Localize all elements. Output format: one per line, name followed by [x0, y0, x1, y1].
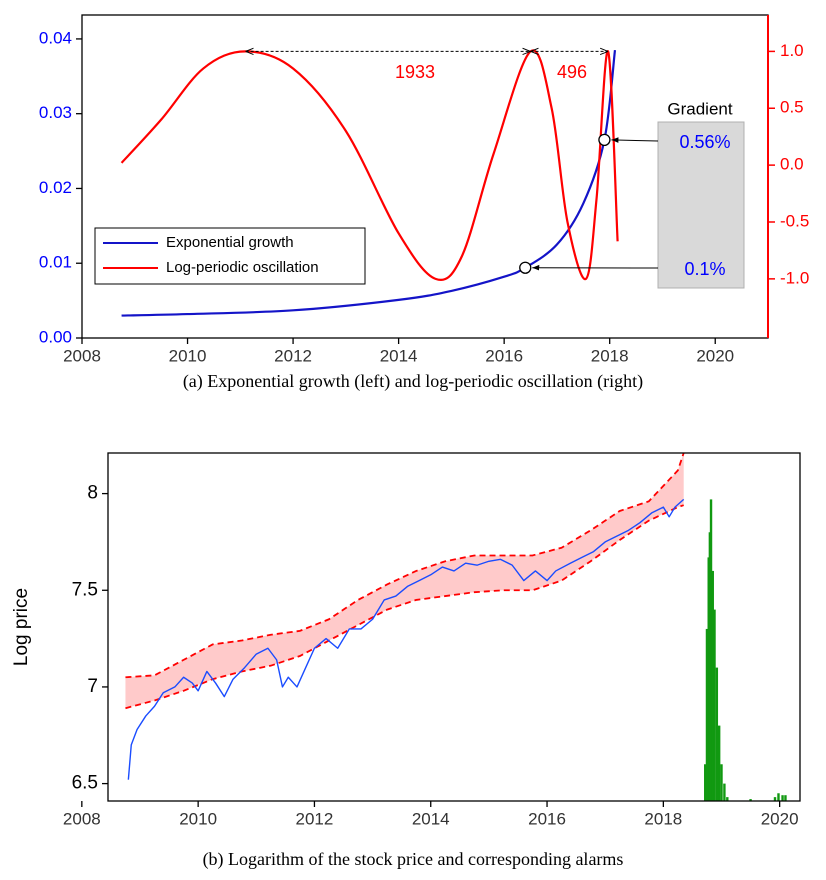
y-tick-label: 0.04: [39, 28, 72, 47]
alarm-bar: [705, 628, 709, 801]
y-axis-label: Log price: [11, 588, 32, 666]
x-tick-label: 2010: [169, 346, 207, 365]
gradient-box: [657, 121, 745, 289]
y-tick-label: 8: [87, 483, 98, 504]
x-tick-label: 2020: [761, 809, 799, 828]
x-tick-label: 2012: [274, 346, 312, 365]
alarm-bar: [781, 795, 784, 801]
gradient-arrow: [611, 137, 659, 143]
band-edge: [125, 504, 684, 710]
alarm-bar: [726, 797, 729, 801]
x-tick-label: 2014: [412, 809, 450, 828]
alarm-bar: [723, 783, 726, 801]
alarm-bar: [773, 797, 777, 801]
annotation: Gradient: [667, 99, 732, 118]
alarm-bar: [784, 795, 787, 801]
x-tick-label: 2012: [296, 809, 334, 828]
x-tick-label: 2016: [485, 346, 523, 365]
legend-label: Log-periodic oscillation: [166, 259, 319, 276]
y-tick-label: 0.02: [39, 178, 72, 197]
y2-tick-label: 1.0: [780, 41, 804, 60]
band-edge: [125, 453, 685, 679]
x-tick-label: 2008: [63, 809, 101, 828]
annotation: 1933: [395, 62, 435, 82]
y-tick-label: 0.01: [39, 253, 72, 272]
caption: (a) Exponential growth (left) and log-pe…: [183, 371, 643, 392]
alarm-bar: [777, 793, 780, 801]
alarm-bar: [749, 799, 752, 801]
x-tick-label: 2016: [528, 809, 566, 828]
plot-frame: [107, 452, 801, 802]
alarm-bar: [713, 609, 716, 801]
annotation: 0.56%: [679, 132, 730, 152]
alarm-bar: [717, 725, 721, 801]
x-tick-label: 2010: [179, 809, 217, 828]
annotation: 496: [557, 62, 587, 82]
plot-area: [125, 453, 787, 801]
x-tick-label: 2020: [696, 346, 734, 365]
gradient-point: [519, 261, 532, 274]
y-tick-label: 0.03: [39, 103, 72, 122]
x-tick-label: 2014: [380, 346, 418, 365]
gradient-point: [598, 133, 611, 147]
x-tick-label: 2018: [591, 346, 629, 365]
alarm-bar: [704, 764, 707, 801]
y2-tick-label: 0.0: [780, 155, 804, 174]
line: [121, 50, 617, 317]
y-tick-label: 7.5: [72, 579, 98, 600]
legend-box: [94, 227, 366, 285]
y-tick-label: 7: [87, 676, 98, 697]
x-tick-label: 2008: [63, 346, 101, 365]
alarm-bar: [709, 499, 713, 801]
alarm-bar: [720, 764, 723, 801]
legend-label: Exponential growth: [166, 234, 294, 251]
caption: (b) Logarithm of the stock price and cor…: [203, 849, 624, 870]
y-tick-label: 6.5: [72, 773, 98, 794]
alarm-bar: [715, 667, 719, 801]
annotation: 0.1%: [684, 259, 725, 279]
band-fill: [125, 453, 684, 709]
x-tick-label: 2018: [644, 809, 682, 828]
y2-tick-label: 0.5: [780, 98, 804, 117]
line: [127, 498, 685, 780]
y2-tick-label: -1.0: [780, 268, 809, 287]
y-tick-label: 0.00: [39, 327, 72, 346]
y2-tick-label: -0.5: [780, 211, 809, 230]
alarm-bar: [711, 570, 714, 801]
